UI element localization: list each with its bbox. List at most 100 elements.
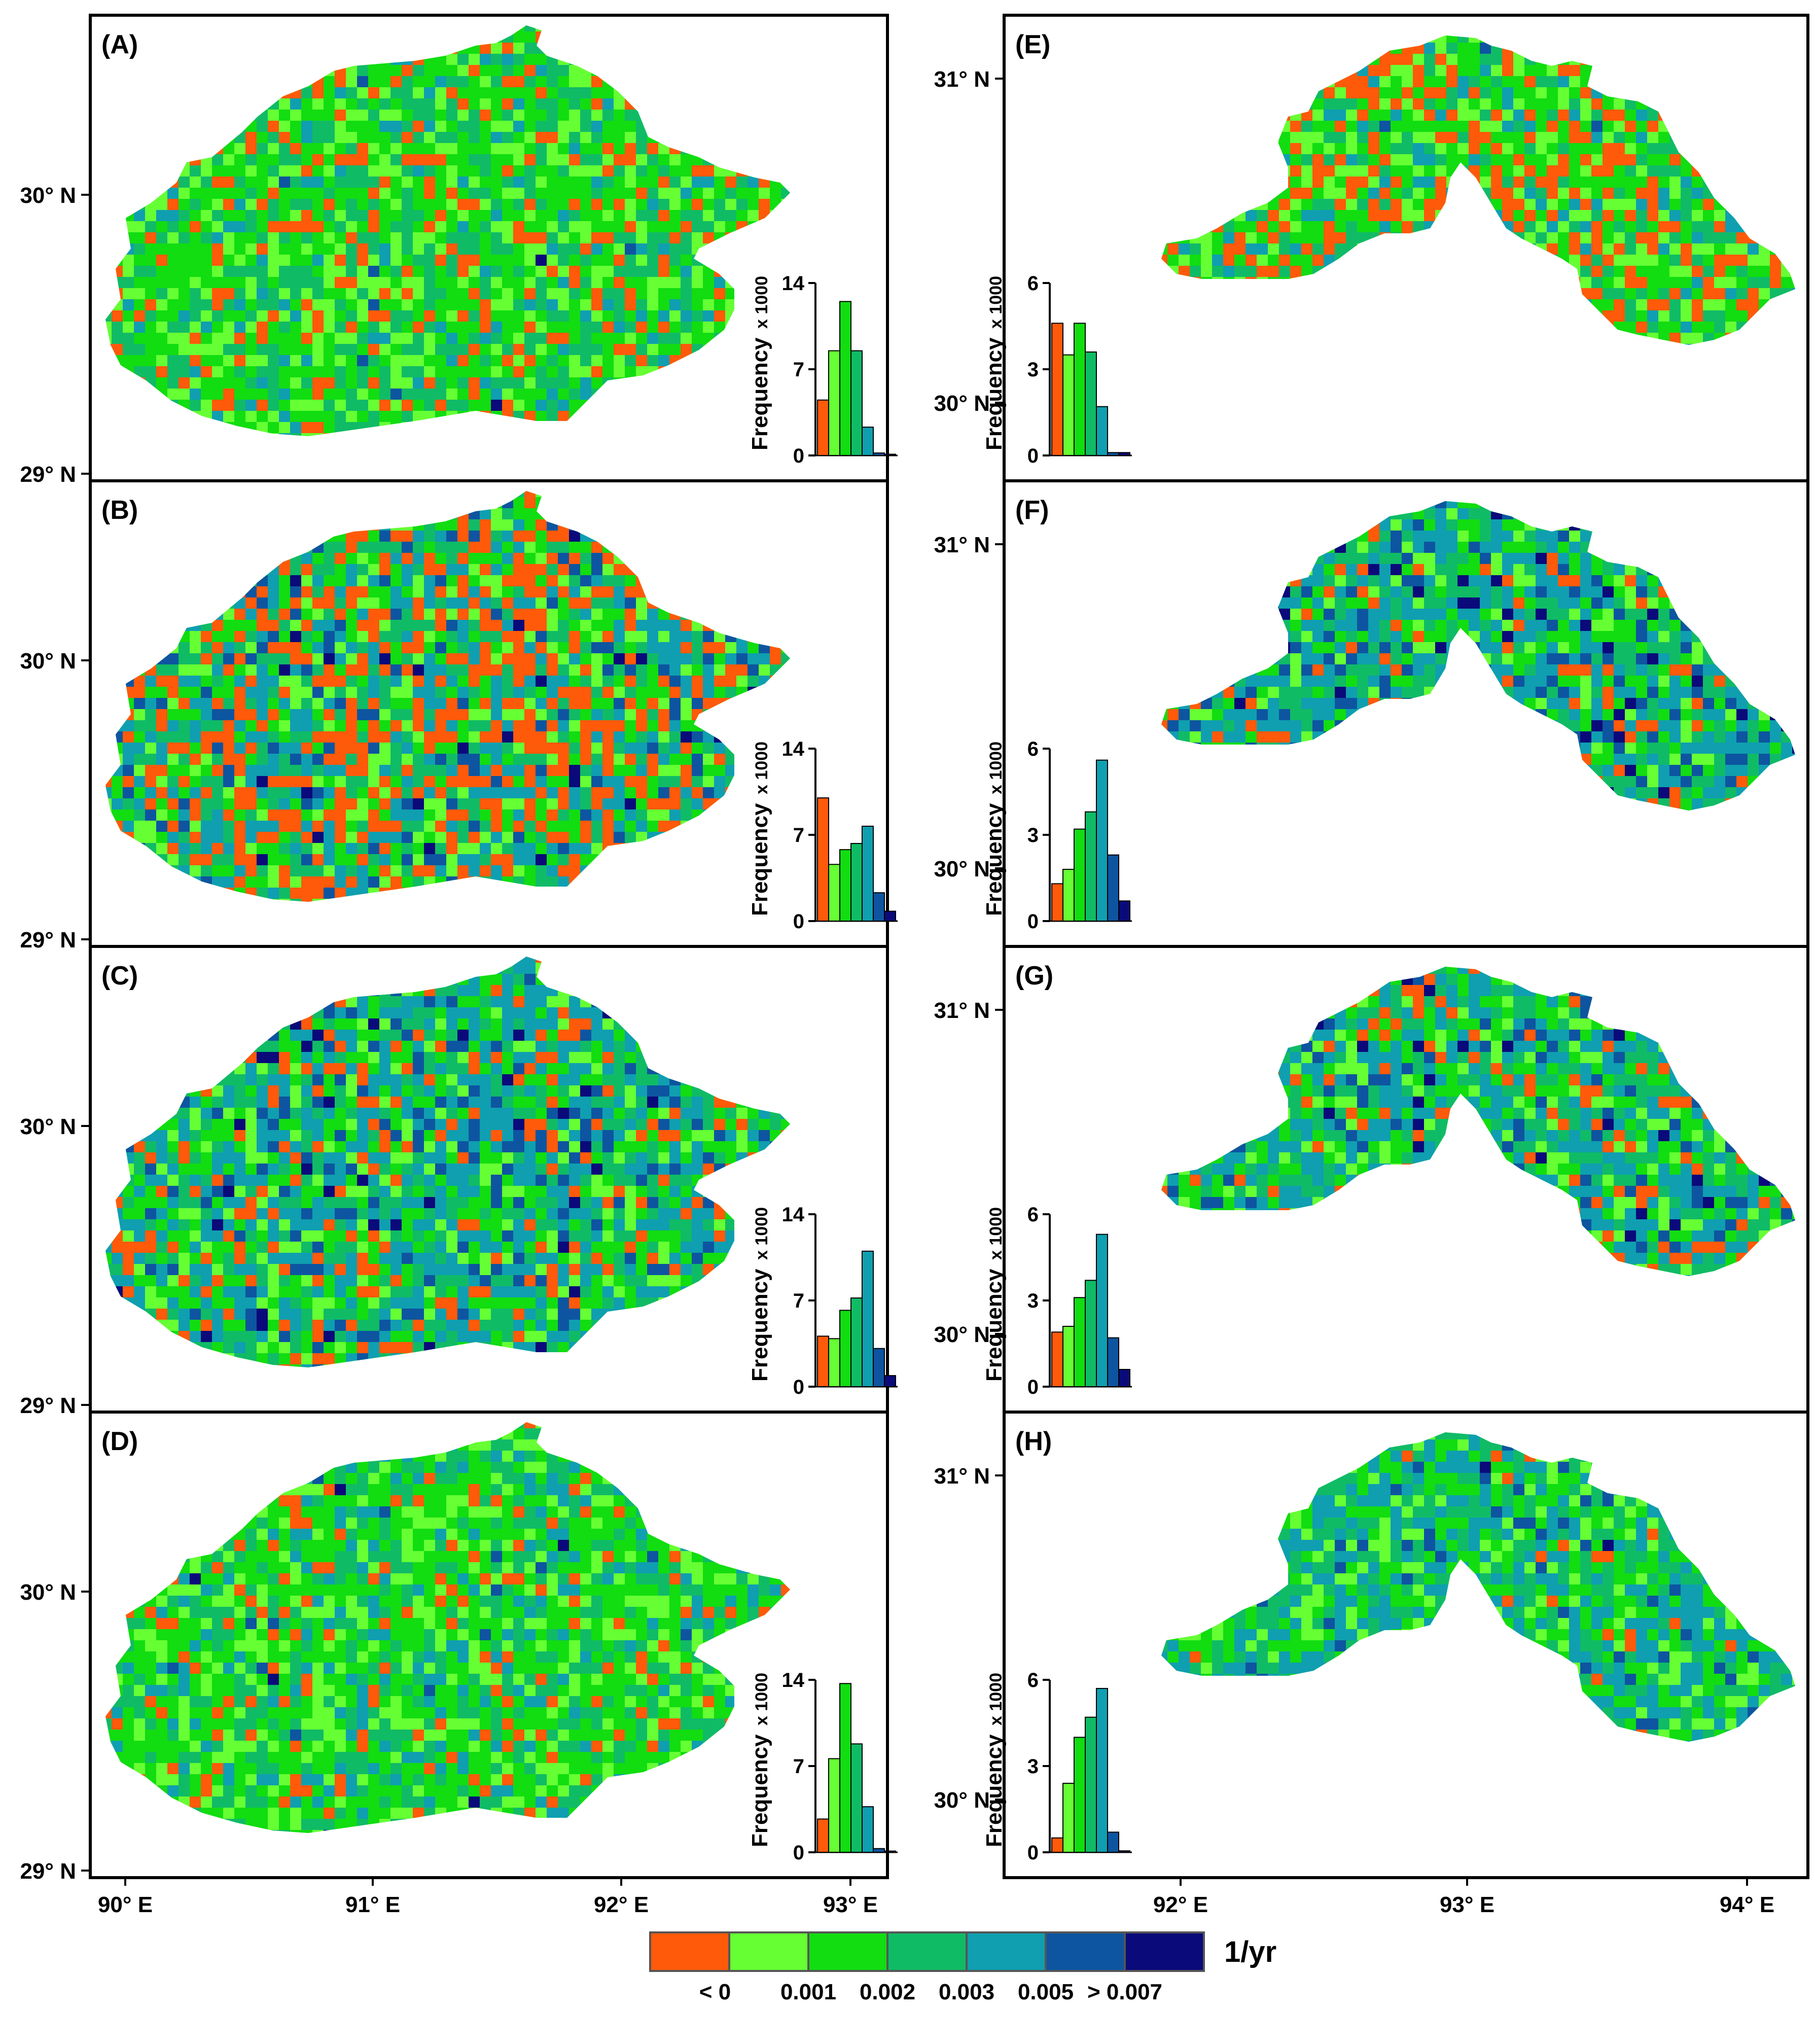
legend-break-label: < 0	[699, 1980, 731, 2004]
hist-bar	[1107, 1831, 1119, 1853]
panel-E: (E) 0 3 6 Frequency x 1000	[982, 14, 1809, 482]
hist-tick-label: 7	[793, 359, 804, 381]
hist-tick-label: 7	[793, 824, 804, 847]
hist-ylabel: Frequency	[982, 337, 1007, 450]
legend-break-label: > 0.007	[1087, 1980, 1162, 2004]
hist-tick-label: 7	[793, 1755, 804, 1778]
hist-ylabel: Frequency	[748, 803, 772, 916]
hist-tick-label: 3	[1027, 1290, 1039, 1312]
hist-ylabel: Frequency	[748, 1268, 772, 1382]
hist-bar	[839, 1310, 851, 1388]
hist-multiplier: x 1000	[986, 1207, 1006, 1260]
histogram-E: 0 3 6 Frequency x 1000	[982, 272, 1132, 467]
hist-bar	[850, 1297, 863, 1388]
hist-ylabel: Frequency	[982, 1268, 1007, 1382]
hist-ylabel: Frequency	[982, 803, 1007, 916]
hist-tick-label: 3	[1027, 824, 1039, 847]
hist-bar	[884, 1850, 896, 1853]
lat-label: 30° N	[20, 1580, 76, 1605]
histogram-D: 0 7 14 Frequency x 1000	[748, 1669, 898, 1864]
hist-bar	[884, 1375, 896, 1388]
hist-multiplier: x 1000	[986, 742, 1006, 794]
hist-tick-label: 0	[793, 910, 804, 933]
panel-label: (D)	[101, 1427, 138, 1456]
histogram-B: 0 7 14 Frequency x 1000	[748, 738, 898, 933]
hist-multiplier: x 1000	[752, 1207, 771, 1260]
panel-F: (F) 0 3 6 Frequency x 1000	[982, 479, 1809, 948]
hist-bar	[1107, 854, 1119, 922]
panel-label: (H)	[1015, 1427, 1052, 1456]
hist-bar	[884, 910, 896, 922]
panel-label: (G)	[1015, 961, 1053, 991]
hist-bar	[839, 1683, 851, 1853]
hist-bar	[1107, 1337, 1119, 1388]
hist-tick-label: 6	[1027, 1669, 1039, 1691]
histogram-G: 0 3 6 Frequency x 1000	[982, 1204, 1132, 1398]
lat-label: 31° N	[934, 533, 990, 557]
hist-ylabel: Frequency	[748, 337, 772, 450]
hist-multiplier: x 1000	[752, 1673, 771, 1725]
panel-H: (H) 0 3 6 Frequency x 1000	[982, 1411, 1809, 1879]
hist-bar	[1096, 1688, 1108, 1853]
hist-tick-label: 0	[1027, 1842, 1039, 1864]
lon-label: 92° E	[594, 1892, 649, 1917]
hist-bar	[1074, 828, 1086, 922]
lat-label: 29° N	[20, 1859, 76, 1884]
hist-tick-label: 0	[793, 1842, 804, 1864]
legend-swatch	[1124, 1931, 1205, 1972]
color-legend: 1/yr < 0 0.001 0.002 0.003 0.005 > 0.007	[649, 1931, 1276, 2004]
histogram-H: 0 3 6 Frequency x 1000	[982, 1669, 1132, 1864]
panel-label: (B)	[101, 496, 138, 525]
hist-tick-label: 14	[782, 738, 805, 760]
hist-bar	[817, 1335, 829, 1388]
hist-bar	[1062, 354, 1075, 456]
hist-bar	[850, 843, 863, 922]
lon-label: 91° E	[345, 1892, 400, 1917]
hist-bar	[873, 452, 885, 456]
lat-label: 31° N	[934, 67, 990, 92]
panel-A: (A) 0 7 14 Frequency x 1000	[89, 14, 898, 482]
hist-bar	[850, 350, 863, 456]
basin-raster	[1161, 501, 1795, 810]
hist-tick-label: 6	[1027, 738, 1039, 760]
lon-label: 93° E	[1440, 1892, 1494, 1917]
hist-bar	[1051, 883, 1063, 922]
hist-bar	[828, 1338, 840, 1387]
hist-bar	[873, 892, 885, 922]
hist-tick-label: 6	[1027, 1204, 1039, 1226]
legend-swatch	[886, 1931, 968, 1972]
hist-tick-label: 0	[793, 445, 804, 467]
hist-bar	[1096, 406, 1108, 456]
legend-swatch	[1045, 1931, 1126, 1972]
hist-bar	[862, 826, 874, 922]
lat-label: 31° N	[934, 1464, 990, 1489]
lat-label: 30° N	[934, 391, 990, 416]
hist-tick-label: 7	[793, 1290, 804, 1312]
hist-tick-label: 0	[1027, 910, 1039, 933]
legend-unit: 1/yr	[1224, 1935, 1276, 1968]
hist-bar	[1118, 900, 1130, 922]
hist-multiplier: x 1000	[752, 742, 771, 794]
hist-bar	[1062, 869, 1075, 922]
hist-tick-label: 14	[782, 272, 805, 295]
lat-label: 30° N	[934, 1322, 990, 1347]
panel-frame	[1003, 1411, 1809, 1879]
hist-bar	[1074, 1297, 1086, 1387]
hist-bar	[1074, 323, 1086, 456]
hist-bar	[1051, 1331, 1063, 1387]
lat-label: 30° N	[20, 183, 76, 208]
lon-label: 90° E	[98, 1892, 153, 1917]
hist-bar	[1074, 1737, 1086, 1853]
hist-ylabel: Frequency	[982, 1734, 1007, 1847]
lon-label: 94° E	[1720, 1892, 1774, 1917]
panel-label: (C)	[101, 961, 138, 991]
hist-bar	[873, 1348, 885, 1388]
hist-bar	[839, 301, 851, 456]
basin-raster	[1161, 36, 1795, 345]
lat-label: 29° N	[20, 462, 76, 487]
legend-swatch	[728, 1931, 809, 1972]
lon-label: 92° E	[1153, 1892, 1208, 1917]
lat-label: 30° N	[20, 1114, 76, 1139]
hist-bar	[1085, 351, 1097, 456]
